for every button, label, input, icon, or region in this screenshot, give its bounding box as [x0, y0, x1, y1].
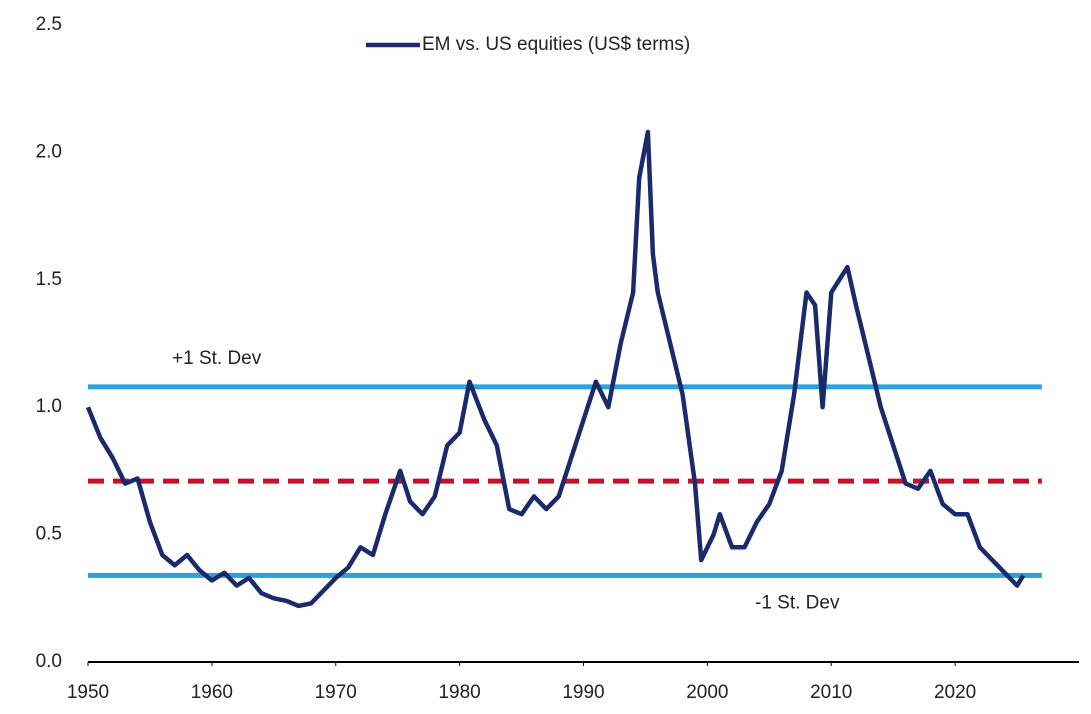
x-tick-label: 1970: [315, 682, 357, 703]
x-tick-label: 2000: [686, 682, 728, 703]
x-tick-label: 1950: [67, 682, 109, 703]
series-line: [85, 129, 1026, 609]
x-tick-label: 1960: [191, 682, 233, 703]
y-tick-label: 2.0: [36, 141, 62, 162]
y-tick-label: 2.5: [36, 14, 62, 35]
reference-label: +1 St. Dev: [172, 348, 262, 369]
x-tick-label: 1990: [562, 682, 604, 703]
y-tick-label: 0.0: [36, 651, 62, 672]
x-tick-label: 2020: [934, 682, 976, 703]
legend-label: EM vs. US equities (US$ terms): [422, 34, 690, 55]
reference-label: -1 St. Dev: [755, 592, 840, 613]
x-tick-label: 1980: [438, 682, 480, 703]
y-tick-label: 1.5: [36, 269, 62, 290]
x-tick-label: 2010: [810, 682, 852, 703]
y-tick-label: 0.5: [36, 524, 62, 545]
y-tick-label: 1.0: [36, 396, 62, 417]
